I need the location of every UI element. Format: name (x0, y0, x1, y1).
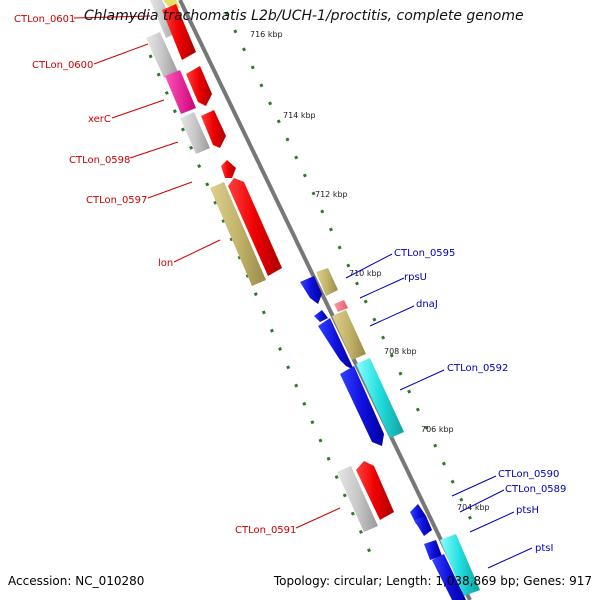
tick-label: 712 kbp (315, 190, 348, 199)
tick-label: 706 kbp (421, 425, 454, 434)
gene-ctlon-0591[interactable] (356, 461, 394, 520)
scale-ticks: 716 kbp 714 kbp 712 kbp 710 kbp 708 kbp … (250, 30, 490, 512)
gene-xerc[interactable] (165, 70, 196, 114)
gene-dnaj-small-blue[interactable] (314, 310, 328, 322)
label-ctlon-0597: CTLon_0597 (86, 195, 147, 206)
gene-red-xerc[interactable] (186, 66, 212, 106)
genome-summary-text: Topology: circular; Length: 1,038,869 bp… (273, 574, 592, 588)
tick-label: 710 kbp (349, 269, 382, 278)
forward-gene-labels: CTLon_0601 CTLon_0600 xerC CTLon_0598 CT… (14, 14, 296, 536)
accession-text: Accession: NC_010280 (8, 574, 145, 588)
genome-backbone (178, 0, 478, 600)
label-lon: lon (158, 258, 173, 269)
label-ctlon-0590: CTLon_0590 (498, 469, 559, 480)
tick-label: 708 kbp (384, 347, 417, 356)
label-ctlon-0591: CTLon_0591 (235, 525, 296, 536)
gene-ptsi-cyan[interactable] (440, 534, 480, 596)
label-ptsi: ptsI (535, 543, 553, 554)
gene-rpsu[interactable] (334, 300, 348, 312)
gene-lon[interactable] (210, 182, 266, 286)
label-ctlon-0589: CTLon_0589 (505, 484, 566, 495)
gene-dnaj-blue[interactable] (318, 318, 354, 370)
gene-ctlon-0595-blue[interactable] (300, 276, 322, 304)
gene-ctlon-0592-blue[interactable] (340, 366, 384, 446)
tick-label: 704 kbp (457, 503, 490, 512)
gene-ctlon-0598[interactable] (180, 112, 210, 154)
gene-ptsi[interactable] (432, 554, 466, 600)
label-ctlon-0600: CTLon_0600 (32, 60, 93, 71)
gene-red-0598[interactable] (201, 110, 226, 148)
label-ctlon-0598: CTLon_0598 (69, 155, 130, 166)
gene-lon-red[interactable] (228, 178, 282, 276)
gene-ctlon-0600-body[interactable] (146, 32, 178, 78)
label-ctlon-0601: CTLon_0601 (14, 14, 75, 25)
gene-ctlon-0597[interactable] (221, 160, 236, 178)
reverse-gene-labels: CTLon_0595 rpsU dnaJ CTLon_0592 CTLon_05… (394, 248, 566, 554)
reverse-strand-genes (300, 268, 480, 600)
genome-title: Chlamydia trachomatis L2b/UCH-1/proctiti… (84, 8, 524, 24)
gene-ctlon-0592[interactable] (356, 358, 404, 438)
tick-label: 714 kbp (283, 111, 316, 120)
label-connectors (73, 15, 533, 569)
inner-tick-track (148, 54, 378, 567)
label-xerc: xerC (88, 114, 111, 125)
label-rpsu: rpsU (404, 272, 427, 283)
gene-ctlon-0591-gray[interactable] (337, 466, 378, 532)
gene-ptsh[interactable] (424, 540, 442, 560)
forward-strand-genes (146, 0, 394, 532)
tick-label: 716 kbp (250, 30, 283, 39)
label-ptsh: ptsH (516, 505, 539, 516)
label-ctlon-0595: CTLon_0595 (394, 248, 455, 259)
gene-ctlon-0595[interactable] (316, 268, 338, 296)
label-dnaj: dnaJ (416, 299, 438, 310)
gene-ctlon-0589[interactable] (414, 516, 432, 536)
gene-ctlon-0600[interactable] (162, 4, 196, 60)
gene-dnaj[interactable] (332, 310, 366, 360)
label-ctlon-0592: CTLon_0592 (447, 363, 508, 374)
